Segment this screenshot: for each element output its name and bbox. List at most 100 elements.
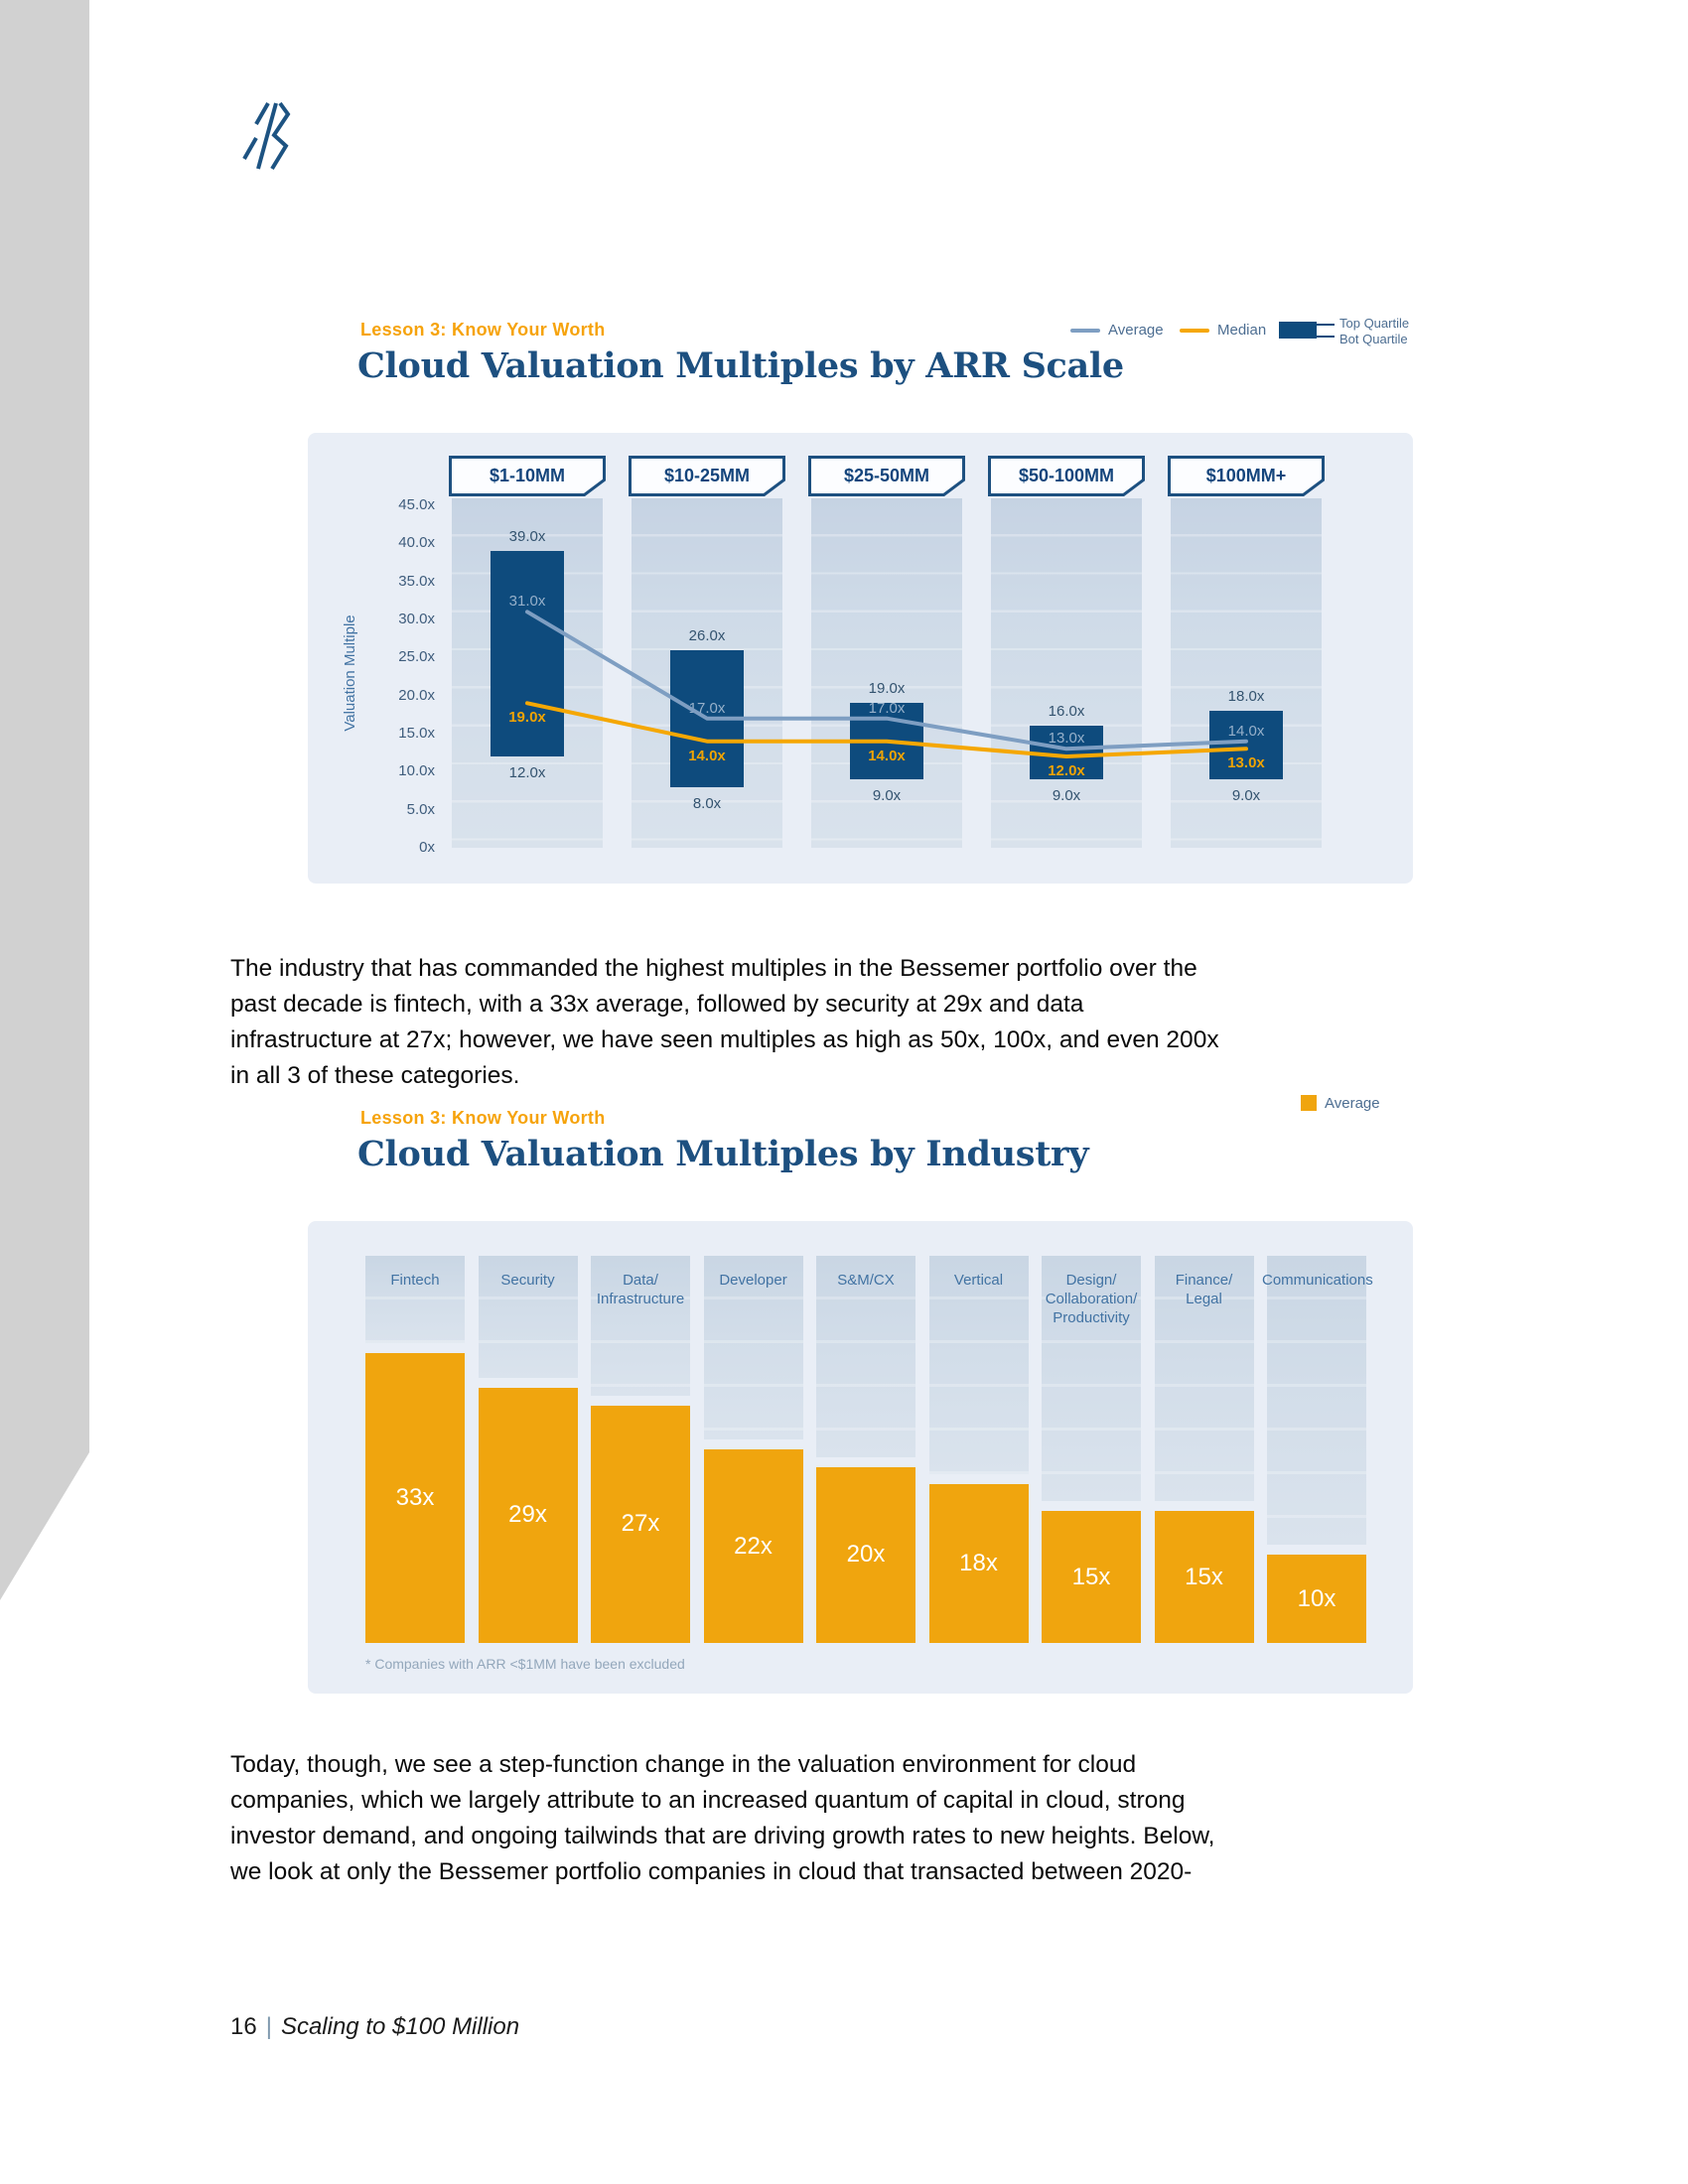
arr-range-tab: $1-10MM bbox=[449, 456, 606, 496]
tab-shape-icon bbox=[988, 456, 1145, 496]
legend-bot-quartile-label: Bot Quartile bbox=[1339, 332, 1408, 346]
arr-range-tab-label: $100MM+ bbox=[1205, 466, 1287, 485]
industry-column-band bbox=[1154, 1256, 1254, 1502]
chart2-title: Cloud Valuation Multiples by Industry bbox=[357, 1134, 1089, 1174]
industry-label: Communications bbox=[1262, 1272, 1373, 1289]
average-value: 17.0x bbox=[688, 699, 726, 717]
industry-label: Developer bbox=[719, 1272, 787, 1289]
industry-average-value: 27x bbox=[621, 1510, 660, 1538]
top-quartile-value: 19.0x bbox=[868, 680, 906, 698]
page-footer: 16 | Scaling to $100 Million bbox=[230, 2013, 519, 2041]
industry-average-bar bbox=[1042, 1511, 1141, 1643]
industry-label: Finance/ Legal bbox=[1175, 1272, 1233, 1307]
bot-quartile-value: 9.0x bbox=[1052, 787, 1081, 804]
industry-average-bar bbox=[591, 1405, 690, 1643]
y-tick-label: 20.0x bbox=[398, 686, 435, 704]
average-value: 14.0x bbox=[1227, 722, 1265, 740]
chart1-legend: Average Median Top Quartile Bot Quartile bbox=[1067, 312, 1425, 355]
industry-average-value: 15x bbox=[1071, 1563, 1111, 1590]
chart2-eyebrow: Lesson 3: Know Your Worth bbox=[360, 1108, 606, 1128]
y-tick-label: 5.0x bbox=[406, 800, 435, 818]
chart1-title: Cloud Valuation Multiples by ARR Scale bbox=[357, 345, 1124, 386]
legend-top-quartile-label: Top Quartile bbox=[1339, 316, 1410, 331]
booklet-title: Scaling to $100 Million bbox=[280, 2013, 520, 2040]
arr-range-tab-label: $50-100MM bbox=[1018, 466, 1115, 485]
bessemer-logo-icon bbox=[242, 101, 291, 171]
average-value: 17.0x bbox=[868, 699, 906, 717]
y-tick-label: 40.0x bbox=[398, 534, 435, 552]
legend2-average-label: Average bbox=[1325, 1095, 1380, 1112]
industry-label: Data/ Infrastructure bbox=[596, 1272, 685, 1307]
paragraph-1: The industry that has commanded the high… bbox=[230, 955, 1219, 1089]
industry-column-band bbox=[928, 1256, 1029, 1475]
y-tick-label: 10.0x bbox=[398, 762, 435, 780]
top-quartile-value: 18.0x bbox=[1227, 688, 1265, 705]
bot-quartile-value: 8.0x bbox=[692, 794, 722, 812]
chart2-footnote: * Companies with ARR <$1MM have been exc… bbox=[365, 1656, 685, 1672]
industry-average-bar bbox=[478, 1387, 578, 1643]
industry-average-bar bbox=[703, 1449, 803, 1643]
arr-range-tab: $50-100MM bbox=[988, 456, 1145, 496]
industry-column-band bbox=[1267, 1256, 1366, 1546]
industry-label: Security bbox=[500, 1272, 555, 1289]
industry-average-value: 18x bbox=[959, 1550, 998, 1577]
y-tick-label: 35.0x bbox=[398, 572, 435, 590]
bot-quartile-value: 9.0x bbox=[1231, 787, 1261, 804]
arr-range-tab: $25-50MM bbox=[808, 456, 965, 496]
industry-average-value: 33x bbox=[395, 1483, 435, 1511]
arr-range-tab-label: $10-25MM bbox=[663, 466, 751, 485]
chart2-legend: Average bbox=[1301, 1092, 1420, 1118]
bot-quartile-value: 9.0x bbox=[872, 787, 902, 804]
y-axis-title: Valuation Multiple bbox=[342, 614, 358, 732]
top-quartile-value: 26.0x bbox=[688, 626, 726, 644]
industry-column-band bbox=[1042, 1256, 1141, 1502]
average-bar-swatch bbox=[1301, 1095, 1317, 1111]
y-tick-label: 15.0x bbox=[398, 725, 435, 742]
arr-multiples-chart: 45.0x 40.0x 35.0x 30.0x 25.0x 20.0x 15.0x 10.0x… bbox=[308, 433, 1413, 884]
arr-range-tab-label: $25-50MM bbox=[843, 466, 930, 485]
median-value: 13.0x bbox=[1227, 754, 1265, 772]
industry-average-bar bbox=[816, 1466, 915, 1643]
bot-quartile-value: 12.0x bbox=[508, 764, 546, 781]
top-quartile-value: 39.0x bbox=[508, 528, 546, 545]
paragraph-2: Today, though, we see a step-function ch… bbox=[230, 1751, 1215, 1885]
average-line-swatch bbox=[1070, 329, 1100, 333]
industry-average-bar bbox=[1154, 1511, 1254, 1643]
quartile-top-tick bbox=[1317, 324, 1335, 326]
top-quartile-value: 16.0x bbox=[1048, 703, 1085, 721]
industry-average-value: 15x bbox=[1185, 1563, 1223, 1590]
industry-column-band bbox=[591, 1256, 690, 1396]
arr-range-tab: $10-25MM bbox=[629, 456, 785, 496]
legend-average-label: Average bbox=[1108, 322, 1164, 339]
industry-average-value: 29x bbox=[508, 1501, 547, 1529]
industry-column-band bbox=[478, 1256, 578, 1378]
industry-column-band bbox=[816, 1256, 915, 1457]
median-value: 14.0x bbox=[868, 747, 906, 764]
y-tick-label: 30.0x bbox=[398, 611, 435, 627]
industry-label: Design/ Collaboration/ Productivity bbox=[1045, 1272, 1138, 1326]
arr-range-tab-label: $1-10MM bbox=[489, 466, 566, 485]
industry-label: Fintech bbox=[390, 1272, 440, 1289]
legend-median-label: Median bbox=[1217, 322, 1267, 339]
median-value: 14.0x bbox=[688, 747, 726, 764]
industry-average-value: 20x bbox=[846, 1541, 886, 1569]
median-line-swatch bbox=[1180, 329, 1209, 333]
tab-shape-icon bbox=[808, 456, 965, 496]
industry-average-bar bbox=[365, 1352, 465, 1643]
tab-shape-icon bbox=[449, 456, 606, 496]
industry-column-band bbox=[365, 1256, 465, 1343]
y-tick-label: 25.0x bbox=[398, 648, 435, 666]
y-tick-label: 0x bbox=[419, 839, 435, 856]
industry-average-value: 10x bbox=[1297, 1584, 1336, 1612]
industry-average-bar bbox=[1267, 1555, 1366, 1643]
page-number: 16 bbox=[230, 2013, 257, 2040]
quartile-range-bar bbox=[670, 649, 744, 787]
median-value: 12.0x bbox=[1048, 762, 1085, 779]
average-value: 31.0x bbox=[508, 593, 546, 611]
page-edge-stripe bbox=[0, 0, 89, 1600]
tab-shape-icon bbox=[1168, 456, 1325, 496]
average-value: 13.0x bbox=[1048, 730, 1085, 748]
tab-shape-icon bbox=[629, 456, 785, 496]
footer-separator: | bbox=[265, 2013, 272, 2040]
